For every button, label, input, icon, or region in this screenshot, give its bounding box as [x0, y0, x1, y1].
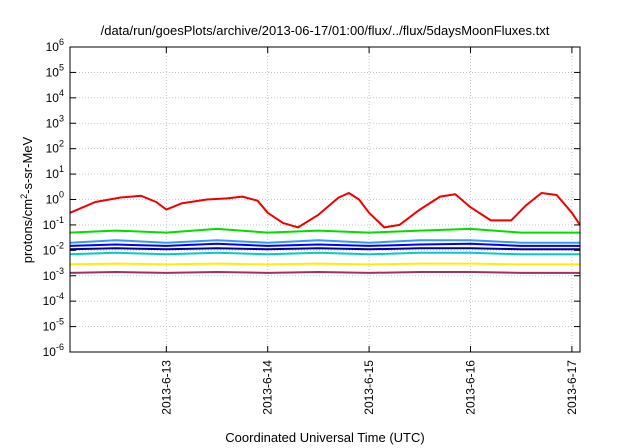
- y-tick-base: 10: [43, 320, 57, 334]
- y-tick-base: 10: [46, 142, 60, 156]
- y-tick-exponent: -2: [56, 240, 64, 250]
- y-tick-base: 10: [43, 345, 57, 359]
- y-tick-label: 103: [46, 113, 64, 130]
- y-tick-base: 10: [43, 218, 57, 232]
- series-line: [69, 251, 580, 256]
- y-tick-exponent: 3: [59, 113, 64, 123]
- y-tick-label: 10-5: [43, 317, 64, 334]
- y-tick-exponent: 4: [59, 88, 64, 98]
- series-line: [69, 192, 581, 229]
- y-axis-label: protons/cm2-s-sr-MeV: [19, 136, 35, 263]
- y-tick-exponent: 6: [59, 37, 64, 47]
- y-tick-label: 102: [46, 139, 64, 156]
- y-tick-exponent: 1: [59, 164, 64, 174]
- x-tick-label: 2013-6-14: [261, 360, 275, 415]
- y-tick-label: 10-6: [43, 342, 64, 359]
- chart-title: /data/run/goesPlots/archive/2013-06-17/0…: [101, 23, 550, 38]
- series-line: [69, 262, 580, 266]
- y-tick-label: 10-1: [43, 215, 64, 232]
- y-axis-label-prefix: protons/cm: [20, 199, 35, 263]
- y-tick-exponent: -6: [56, 342, 64, 352]
- y-tick-label: 100: [46, 190, 64, 207]
- y-tick-base: 10: [43, 269, 57, 283]
- y-tick-base: 10: [43, 243, 57, 257]
- x-tick-label: 2013-6-17: [565, 360, 579, 415]
- y-tick-label: 104: [46, 88, 64, 105]
- y-tick-base: 10: [46, 91, 60, 105]
- y-tick-base: 10: [46, 193, 60, 207]
- y-tick-exponent: 0: [59, 190, 64, 200]
- series-line: [69, 242, 580, 247]
- x-tick-labels: 2013-6-13 2013-6-14 2013-6-15 2013-6-16 2013…: [159, 360, 579, 415]
- y-tick-base: 10: [46, 116, 60, 130]
- y-tick-label: 10-2: [43, 240, 64, 257]
- y-tick-exponent: -5: [56, 317, 64, 327]
- plot-frame: [69, 46, 581, 353]
- y-tick-label: 10-3: [43, 266, 64, 283]
- y-tick-label: 106: [46, 37, 64, 54]
- y-axis-label-suffix: -s-sr-MeV: [20, 136, 35, 193]
- y-tick-label: 105: [46, 62, 64, 79]
- y-tick-base: 10: [46, 167, 60, 181]
- series-line: [69, 247, 580, 251]
- x-tick-label: 2013-6-13: [159, 360, 173, 415]
- y-tick-base: 10: [43, 294, 57, 308]
- x-tick-label: 2013-6-15: [362, 360, 376, 415]
- x-axis-label: Coordinated Universal Time (UTC): [225, 430, 424, 445]
- y-tick-exponent: -4: [56, 291, 64, 301]
- y-tick-base: 10: [46, 65, 60, 79]
- x-tick-label: 2013-6-16: [463, 360, 477, 415]
- y-tick-exponent: 5: [59, 62, 64, 72]
- grid-lines: [70, 47, 580, 352]
- series-line: [69, 227, 580, 234]
- data-series: [69, 192, 581, 274]
- y-axis-label-exponent: 2: [19, 194, 29, 199]
- y-tick-base: 10: [46, 40, 60, 54]
- y-tick-exponent: -1: [56, 215, 64, 225]
- y-tick-exponent: -3: [56, 266, 64, 276]
- y-tick-exponent: 2: [59, 139, 64, 149]
- y-tick-labels: 10-610-510-410-310-210-11001011021031041…: [43, 37, 64, 359]
- series-line: [69, 239, 580, 244]
- series-line: [69, 271, 580, 274]
- y-tick-label: 10-4: [43, 291, 64, 308]
- y-tick-label: 101: [46, 164, 64, 181]
- axes: [69, 46, 581, 353]
